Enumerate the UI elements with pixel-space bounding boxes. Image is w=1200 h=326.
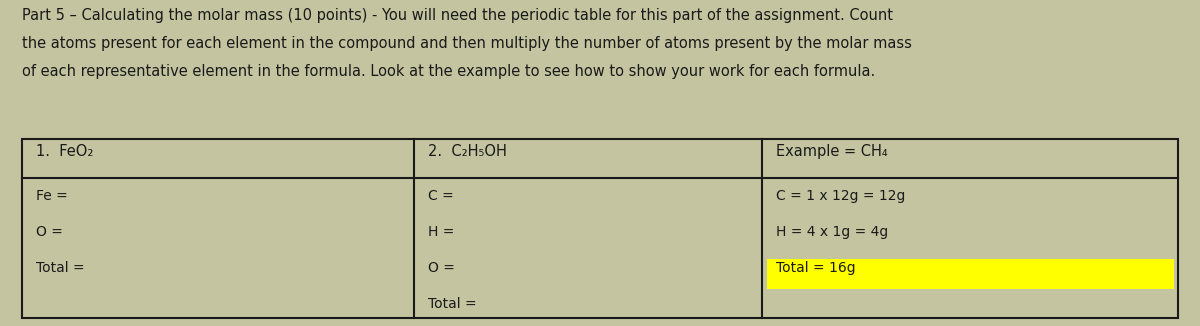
Text: of each representative element in the formula. Look at the example to see how to: of each representative element in the fo…	[22, 64, 875, 79]
Text: Fe =: Fe =	[36, 189, 67, 203]
Text: 2.  C₂H₅OH: 2. C₂H₅OH	[428, 144, 508, 159]
Text: C =: C =	[428, 189, 454, 203]
Text: C = 1 x 12g = 12g: C = 1 x 12g = 12g	[776, 189, 906, 203]
Text: Part 5 – Calculating the molar mass (10 points) - You will need the periodic tab: Part 5 – Calculating the molar mass (10 …	[22, 8, 893, 23]
Text: Total =: Total =	[36, 261, 85, 275]
Text: 1.  FeO₂: 1. FeO₂	[36, 144, 94, 159]
Text: Total =: Total =	[428, 297, 478, 311]
Text: O =: O =	[36, 225, 62, 239]
Text: H = 4 x 1g = 4g: H = 4 x 1g = 4g	[776, 225, 889, 239]
Text: the atoms present for each element in the compound and then multiply the number : the atoms present for each element in th…	[22, 36, 912, 51]
Bar	[22, 139, 1178, 318]
Text: Total = 16g: Total = 16g	[776, 261, 856, 275]
Text: Example = CH₄: Example = CH₄	[776, 144, 888, 159]
Text: H =: H =	[428, 225, 455, 239]
Text: O =: O =	[428, 261, 455, 275]
Bar	[767, 259, 1174, 289]
